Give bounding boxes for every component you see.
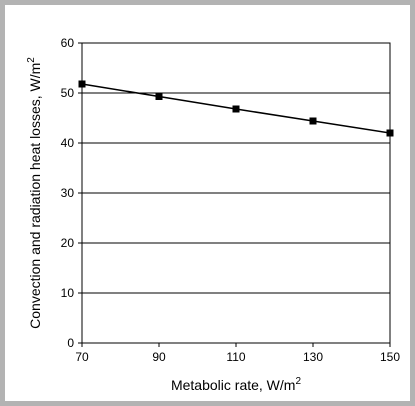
data-series	[78, 80, 394, 137]
y-axis-ticks: 0 10 20 30 40 50 60	[61, 36, 82, 350]
x-axis-label: Metabolic rate, W/m2	[171, 376, 301, 393]
x-axis-ticks: 70 90 110 130 150	[75, 343, 400, 364]
y-tick-label: 60	[61, 36, 75, 50]
y-tick-label: 50	[61, 86, 75, 100]
data-point-marker	[232, 105, 240, 113]
x-axis-label-text: Metabolic rate, W/m	[171, 377, 295, 393]
x-axis-label-superscript: 2	[295, 376, 301, 387]
data-point-marker	[78, 80, 86, 88]
data-point-marker	[386, 129, 394, 137]
x-tick-label: 90	[152, 350, 166, 364]
line-chart: 0 10 20 30 40 50 60 70 90 110 130 150 Metabolic ra…	[26, 36, 400, 393]
data-point-marker	[155, 93, 163, 100]
y-tick-label: 10	[61, 286, 75, 300]
y-axis-label: Convection and radiation heat losses, W/…	[26, 57, 43, 329]
y-tick-label: 20	[61, 236, 75, 250]
y-axis-label-superscript: 2	[26, 57, 37, 63]
grid-lines	[82, 92, 390, 294]
x-tick-label: 130	[303, 350, 323, 364]
x-tick-label: 150	[380, 350, 400, 364]
y-tick-label: 40	[61, 136, 75, 150]
x-tick-label: 70	[75, 350, 89, 364]
y-tick-label: 0	[67, 336, 74, 350]
y-tick-label: 30	[61, 186, 75, 200]
y-axis-label-text: Convection and radiation heat losses, W/…	[27, 63, 43, 329]
x-tick-label: 110	[226, 350, 245, 364]
data-point-marker	[309, 117, 317, 125]
